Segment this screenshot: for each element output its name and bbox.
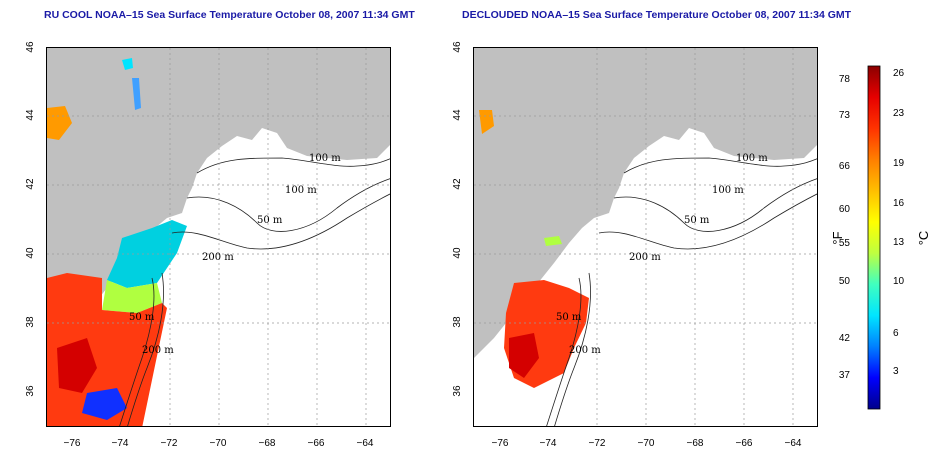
lat-tick: 46 — [452, 41, 463, 53]
lon-tick: −76 — [64, 438, 81, 449]
right-lat-ticks: 36 38 40 42 44 46 — [452, 41, 463, 397]
contour-label-50m-a: 50 m — [257, 215, 283, 226]
colorbar-c-tick: 19 — [893, 158, 905, 169]
contour-label-100m-a: 100 m — [736, 153, 768, 164]
lon-tick: −66 — [308, 438, 325, 449]
lon-tick: −64 — [785, 438, 802, 449]
sst-patch-small — [544, 236, 562, 246]
lat-tick: 38 — [25, 316, 36, 328]
contour-label-50m-b: 50 m — [129, 312, 155, 323]
left-lon-ticks: −76 −74 −72 −70 −68 −66 −64 — [64, 438, 374, 449]
colorbar-c-tick: 16 — [893, 198, 905, 209]
right-panel-title: DECLOUDED NOAA–15 Sea Surface Temperatur… — [462, 9, 852, 21]
lat-tick: 44 — [25, 109, 36, 121]
colorbar-f-tick: 73 — [839, 110, 851, 121]
colorbar-f-tick: 60 — [839, 204, 851, 215]
colorbar-f-tick: 37 — [839, 370, 851, 381]
contour-label-100m-b: 100 m — [285, 185, 317, 196]
contour-label-50m-b: 50 m — [556, 312, 582, 323]
contour-label-200m-b: 200 m — [569, 345, 601, 356]
lon-tick: −68 — [687, 438, 704, 449]
colorbar-f-tick: 55 — [839, 238, 851, 249]
left-sst-map: 100 m 100 m 50 m 200 m 50 m 200 m — [46, 47, 391, 427]
right-lon-ticks: −76 −74 −72 −70 −68 −66 −64 — [492, 438, 802, 449]
lon-tick: −74 — [112, 438, 129, 449]
left-panel-title: RU COOL NOAA–15 Sea Surface Temperature … — [44, 9, 415, 21]
colorbar-f-tick: 50 — [839, 276, 851, 287]
contour-labels: 100 m 100 m 50 m 200 m 50 m 200 m — [556, 153, 768, 356]
sst-patch-cyan — [122, 58, 133, 70]
bathymetry-contours — [119, 157, 390, 426]
sst-patch-north — [47, 106, 72, 140]
colorbar-f-tick: 66 — [839, 161, 851, 172]
lon-tick: −72 — [589, 438, 606, 449]
colorbar-unit-c: °C — [916, 231, 931, 246]
right-map-canvas: 100 m 100 m 50 m 200 m 50 m 200 m — [474, 48, 817, 426]
bathymetry-contours — [546, 157, 817, 426]
lon-tick: −76 — [492, 438, 509, 449]
contour-label-100m-a: 100 m — [309, 153, 341, 164]
colorbar-c-ticks: 26 23 19 16 13 10 6 3 — [893, 68, 905, 377]
lat-tick: 40 — [25, 247, 36, 259]
sst-declouded-hot — [509, 333, 539, 378]
right-sst-map: 100 m 100 m 50 m 200 m 50 m 200 m — [473, 47, 818, 427]
contour-label-200m: 200 m — [202, 252, 234, 263]
lat-tick: 42 — [25, 178, 36, 190]
colorbar-unit-f: °F — [830, 231, 845, 244]
lon-tick: −64 — [357, 438, 374, 449]
colorbar-c-tick: 10 — [893, 276, 905, 287]
sst-swath-hot — [57, 338, 97, 393]
lat-tick: 36 — [25, 385, 36, 397]
lat-tick: 42 — [452, 178, 463, 190]
colorbar-c-tick: 3 — [893, 366, 899, 377]
colorbar-f-ticks: 78 73 66 60 55 50 42 37 — [839, 74, 851, 381]
land-mass — [474, 48, 817, 358]
colorbar-f-tick: 42 — [839, 333, 851, 344]
lon-tick: −68 — [259, 438, 276, 449]
lat-tick: 46 — [25, 41, 36, 53]
contour-label-200m-b: 200 m — [142, 345, 174, 356]
colorbar-c-tick: 23 — [893, 108, 905, 119]
sst-swath-mid — [102, 280, 162, 313]
contour-label-200m: 200 m — [629, 252, 661, 263]
graticule — [47, 48, 390, 426]
contour-label-100m-b: 100 m — [712, 185, 744, 196]
graticule — [474, 48, 817, 426]
lat-tick: 40 — [452, 247, 463, 259]
colorbar — [867, 65, 881, 410]
lon-tick: −70 — [210, 438, 227, 449]
left-map-canvas: 100 m 100 m 50 m 200 m 50 m 200 m — [47, 48, 390, 426]
contour-label-50m-a: 50 m — [684, 215, 710, 226]
lon-tick: −66 — [736, 438, 753, 449]
lat-tick: 36 — [452, 385, 463, 397]
lon-tick: −70 — [638, 438, 655, 449]
land-mass — [47, 48, 390, 358]
colorbar-c-tick: 13 — [893, 237, 905, 248]
sst-swath-cloud — [82, 388, 127, 420]
lat-tick: 38 — [452, 316, 463, 328]
colorbar-c-tick: 26 — [893, 68, 905, 79]
left-lat-ticks: 36 38 40 42 44 46 — [25, 41, 36, 397]
colorbar-f-tick: 78 — [839, 74, 851, 85]
lon-tick: −74 — [540, 438, 557, 449]
sst-patch-north-cold — [132, 78, 141, 110]
lon-tick: −72 — [161, 438, 178, 449]
colorbar-c-tick: 6 — [893, 328, 899, 339]
contour-labels: 100 m 100 m 50 m 200 m 50 m 200 m — [129, 153, 341, 356]
lat-tick: 44 — [452, 109, 463, 121]
